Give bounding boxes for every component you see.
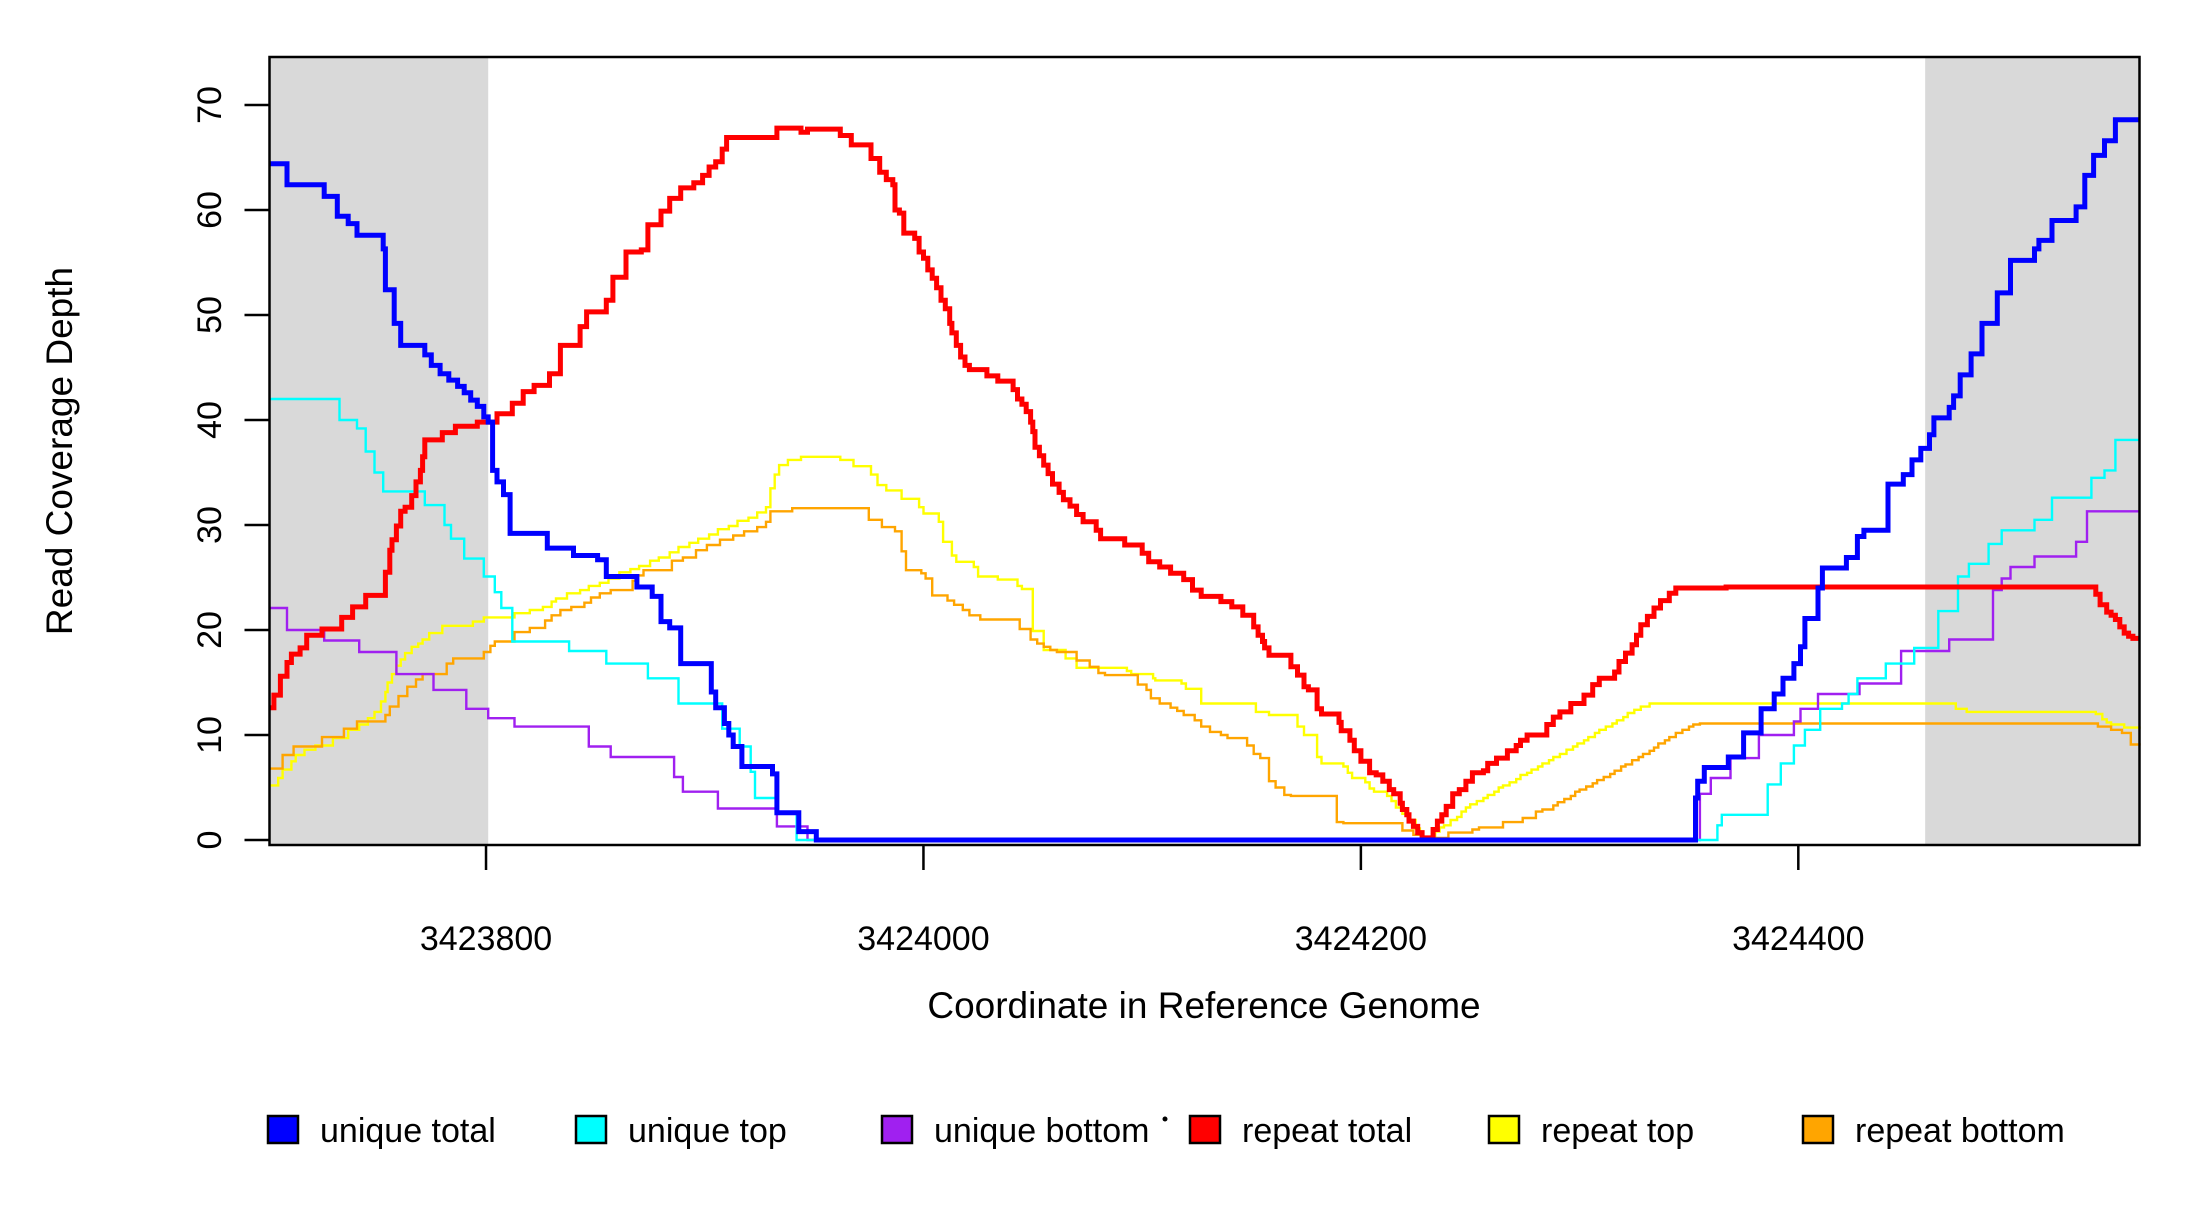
series-unique-top [269, 397, 2140, 842]
plot-box-border [268, 55, 2141, 847]
x-tick-label: 3424200 [1295, 920, 1427, 958]
x-tick-label: 3423800 [420, 920, 552, 958]
x-axis-ticks: 3423800 3424000 3424200 3424400 [420, 845, 1864, 958]
legend-swatch-repeat-bottom [1801, 1114, 1835, 1145]
legend-label: unique top [628, 1112, 787, 1150]
x-tick-label: 3424400 [1732, 920, 1864, 958]
x-tick-label: 3424000 [857, 920, 989, 958]
legend-swatch-unique-total [266, 1114, 300, 1145]
y-tick-label: 40 [191, 401, 229, 439]
legend-label: unique total [320, 1112, 496, 1150]
y-tick-label: 70 [191, 86, 229, 124]
shaded-band [269, 57, 489, 845]
series-repeat-top [269, 455, 2141, 840]
y-tick-label: 50 [191, 296, 229, 334]
shaded-regions [269, 57, 2140, 845]
y-axis-ticks: 0 10 20 30 40 50 60 70 [191, 86, 270, 849]
legend-label: repeat top [1541, 1112, 1694, 1150]
legend-swatch-unique-top [574, 1114, 608, 1145]
legend-swatch-unique-bottom [880, 1114, 914, 1145]
y-tick-label: 10 [191, 716, 229, 754]
series-unique-total [269, 117, 2140, 843]
y-tick-label: 30 [191, 506, 229, 544]
y-tick-label: 0 [191, 831, 229, 850]
legend-label: unique bottom [934, 1112, 1150, 1150]
legend: unique total unique top unique bottom repea… [266, 1112, 2065, 1150]
legend-swatch-repeat-top [1487, 1114, 1521, 1145]
y-tick-label: 60 [191, 191, 229, 229]
legend-swatch-repeat-total [1188, 1114, 1222, 1145]
series-repeat-total [269, 125, 2140, 841]
stray-dot [1162, 1116, 1168, 1122]
y-axis-title: Read Coverage Depth [39, 267, 80, 635]
x-axis-title: Coordinate in Reference Genome [927, 985, 1480, 1026]
legend-label: repeat total [1242, 1112, 1412, 1150]
series-repeat-bottom [269, 507, 2141, 840]
shaded-band [1925, 57, 2140, 845]
y-tick-label: 20 [191, 611, 229, 649]
series-lines [269, 117, 2141, 843]
legend-label: repeat bottom [1855, 1112, 2065, 1150]
